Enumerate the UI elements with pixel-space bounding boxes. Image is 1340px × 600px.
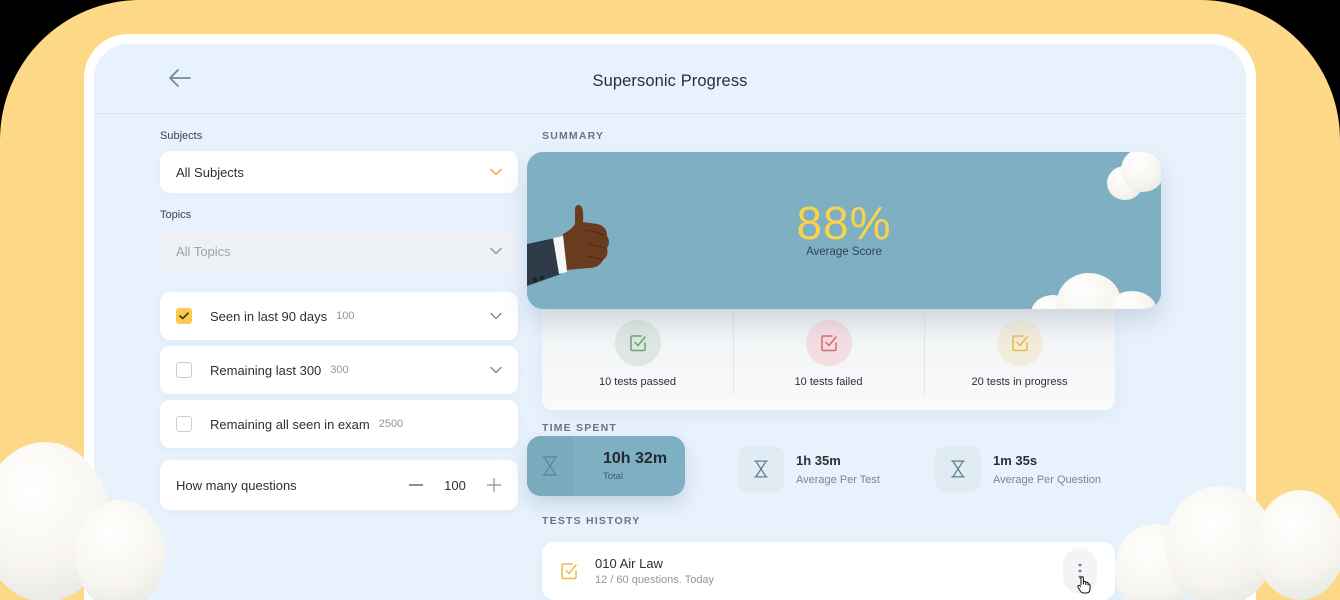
option-seen-last-90-days[interactable]: Seen in last 90 days 100 bbox=[160, 292, 518, 340]
page-title: Supersonic Progress bbox=[592, 72, 748, 90]
time-spent-heading: TIME SPENT bbox=[542, 422, 618, 434]
history-item-title: 010 Air Law bbox=[595, 556, 663, 571]
progress-panel: SUMMARY 88% Average Score bbox=[527, 130, 1167, 600]
time-total-card: 10h 32m Total bbox=[527, 436, 685, 496]
hourglass-icon-box bbox=[527, 436, 573, 496]
stat-text: 10 tests failed bbox=[794, 376, 863, 388]
stat-icon-bg bbox=[805, 320, 852, 366]
hand-cursor-icon bbox=[1077, 576, 1091, 594]
stepper-label: How many questions bbox=[176, 477, 297, 493]
average-score-card: 88% Average Score bbox=[527, 152, 1161, 309]
arrow-left-icon bbox=[169, 69, 191, 87]
filters-panel: Subjects All Subjects Topics All Topics … bbox=[160, 130, 518, 510]
question-count-value[interactable]: 100 bbox=[444, 477, 466, 493]
stat-icon-bg bbox=[614, 320, 661, 366]
minus-icon bbox=[409, 484, 423, 486]
time-total-value: 10h 32m bbox=[603, 450, 668, 467]
hourglass-icon-box bbox=[935, 446, 981, 492]
check-square-icon bbox=[820, 335, 837, 352]
stat-text: 20 tests in progress bbox=[971, 376, 1068, 388]
increment-button[interactable] bbox=[486, 477, 502, 493]
option-label: Remaining last 300 bbox=[210, 362, 322, 378]
chevron-down-icon[interactable] bbox=[490, 366, 502, 374]
average-score-label: Average Score bbox=[806, 246, 882, 258]
check-square-icon bbox=[629, 335, 646, 352]
hourglass-icon bbox=[951, 460, 965, 478]
check-square-icon bbox=[561, 563, 577, 580]
option-label: Seen in last 90 days bbox=[210, 308, 328, 324]
chevron-down-icon bbox=[490, 247, 502, 255]
subjects-label: Subjects bbox=[160, 130, 203, 142]
option-remaining-all-seen-in-exam[interactable]: Remaining all seen in exam 2500 bbox=[160, 400, 518, 448]
plus-icon bbox=[487, 478, 501, 492]
stat-tests-passed: 10 tests passed bbox=[542, 300, 733, 410]
hourglass-icon bbox=[542, 456, 558, 476]
time-per-question-value: 1m 35s bbox=[993, 452, 1038, 468]
summary-heading: SUMMARY bbox=[542, 130, 605, 142]
stat-text: 10 tests passed bbox=[598, 376, 677, 388]
stat-icon-bg bbox=[996, 320, 1043, 366]
back-button[interactable] bbox=[168, 68, 192, 88]
history-item-subtitle: 12 / 60 questions. Today bbox=[595, 574, 715, 586]
tests-history-heading: TESTS HISTORY bbox=[542, 515, 641, 527]
time-per-test-value: 1h 35m bbox=[796, 452, 841, 468]
check-icon bbox=[179, 312, 189, 320]
option-count: 300 bbox=[330, 364, 349, 376]
time-per-test-label: Average Per Test bbox=[796, 473, 880, 486]
stat-tests-failed: 10 tests failed bbox=[733, 300, 924, 410]
option-count: 100 bbox=[336, 310, 355, 322]
thumbs-up-illustration bbox=[527, 204, 609, 286]
checkbox-unchecked[interactable] bbox=[176, 362, 192, 378]
option-count: 2500 bbox=[378, 418, 404, 430]
topics-label: Topics bbox=[160, 209, 192, 221]
more-options-button[interactable] bbox=[1063, 548, 1097, 594]
time-spent-row: 10h 32m Total 1h 35m Average Per Test bbox=[527, 436, 1167, 500]
average-score-value: 88% bbox=[796, 197, 892, 249]
chevron-down-icon[interactable] bbox=[490, 312, 502, 320]
hourglass-icon-box bbox=[738, 446, 784, 492]
time-per-test: 1h 35m Average Per Test bbox=[738, 446, 880, 492]
subjects-value: All Subjects bbox=[176, 164, 244, 180]
checkbox-unchecked[interactable] bbox=[176, 416, 192, 432]
stat-tests-in-progress: 20 tests in progress bbox=[924, 300, 1115, 410]
topics-dropdown[interactable]: All Topics bbox=[160, 230, 518, 272]
history-item[interactable]: 010 Air Law 12 / 60 questions. Today bbox=[542, 542, 1115, 600]
top-bar: Supersonic Progress bbox=[94, 44, 1246, 114]
test-stats-card: 10 tests passed 10 tests failed 20 tests… bbox=[542, 300, 1115, 410]
time-total-label: Total bbox=[603, 471, 624, 482]
hourglass-icon bbox=[754, 460, 768, 478]
option-label: Remaining all seen in exam bbox=[210, 416, 370, 432]
checkbox-checked[interactable] bbox=[176, 308, 192, 324]
cloud-decoration bbox=[1031, 269, 1161, 309]
option-remaining-last-300[interactable]: Remaining last 300 300 bbox=[160, 346, 518, 394]
decrement-button[interactable] bbox=[408, 477, 424, 493]
topics-value: All Topics bbox=[176, 243, 231, 259]
tablet-frame: Supersonic Progress Subjects All Subject… bbox=[84, 34, 1256, 600]
check-square-icon bbox=[1011, 335, 1028, 352]
time-per-question: 1m 35s Average Per Question bbox=[935, 446, 1101, 492]
chevron-down-icon bbox=[490, 168, 502, 176]
subjects-dropdown[interactable]: All Subjects bbox=[160, 151, 518, 193]
time-per-question-label: Average Per Question bbox=[993, 473, 1102, 486]
question-count-stepper: How many questions 100 bbox=[160, 460, 518, 510]
app-screen: Supersonic Progress Subjects All Subject… bbox=[94, 44, 1246, 600]
